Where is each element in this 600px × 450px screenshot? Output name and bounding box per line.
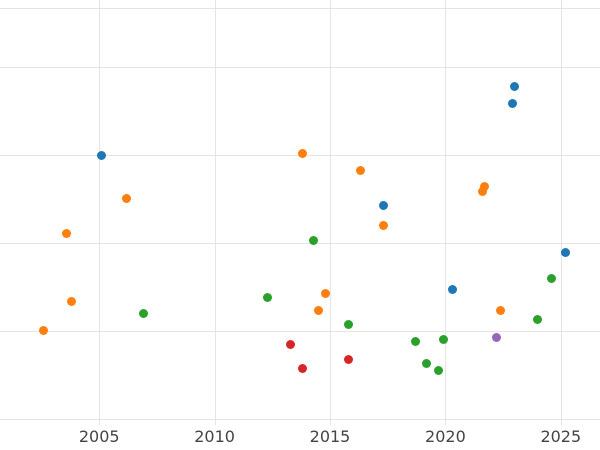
scatter-point-blue	[510, 81, 520, 91]
scatter-point-orange	[477, 187, 487, 197]
scatter-point-blue	[560, 248, 570, 257]
x-tick-label: 2010	[194, 427, 235, 446]
scatter-point-blue	[447, 285, 457, 294]
scatter-point-orange	[67, 297, 76, 307]
scatter-point-red	[344, 355, 353, 365]
scatter-point-red	[297, 364, 307, 374]
scatter-point-green	[138, 308, 148, 318]
x-tick-label: 2020	[425, 427, 466, 446]
x-axis: 2005 2010 2015 2020 2025	[0, 425, 600, 450]
scatter-point-orange	[480, 182, 490, 191]
gridline-vertical	[99, 0, 101, 425]
scatter-point-orange	[378, 220, 388, 230]
gridline-vertical	[330, 0, 331, 425]
gridline-vertical	[560, 0, 562, 425]
scatter-point-blue	[507, 98, 517, 108]
x-tick-label: 2015	[309, 427, 351, 446]
scatter-point-green	[309, 235, 319, 245]
scatter-point-green	[533, 314, 543, 324]
scatter-point-green	[263, 292, 273, 302]
scatter-point-orange	[122, 193, 132, 203]
gridline-vertical	[214, 0, 216, 425]
scatter-point-orange	[355, 166, 365, 176]
gridline-horizontal	[0, 66, 600, 68]
scatter-point-green	[438, 335, 448, 345]
scatter-point-orange	[496, 306, 506, 316]
x-tick-label: 2005	[78, 427, 120, 446]
scatter-point-purple	[491, 332, 501, 342]
scatter-point-orange	[39, 325, 49, 335]
scatter-point-orange	[297, 148, 307, 158]
gridline-vertical	[445, 0, 447, 425]
scatter-point-orange	[320, 288, 330, 298]
scatter-point-red	[286, 340, 296, 350]
gridline-horizontal	[0, 7, 600, 9]
scatter-point-orange	[62, 228, 72, 238]
x-tick-label: 2025	[540, 427, 582, 446]
scatter-point-orange	[314, 306, 323, 316]
scatter-point-blue	[378, 201, 388, 211]
gridline-horizontal	[0, 330, 600, 332]
gridline-horizontal	[0, 242, 600, 244]
plot-area	[0, 0, 600, 425]
scatter-point-green	[547, 274, 556, 284]
scatter-point-green	[434, 365, 443, 375]
scatter-point-green	[410, 336, 420, 346]
gridline-horizontal	[0, 418, 600, 420]
scatter-point-green	[344, 320, 353, 330]
scatter-point-blue	[97, 151, 106, 161]
scatter-point-green	[422, 358, 432, 368]
